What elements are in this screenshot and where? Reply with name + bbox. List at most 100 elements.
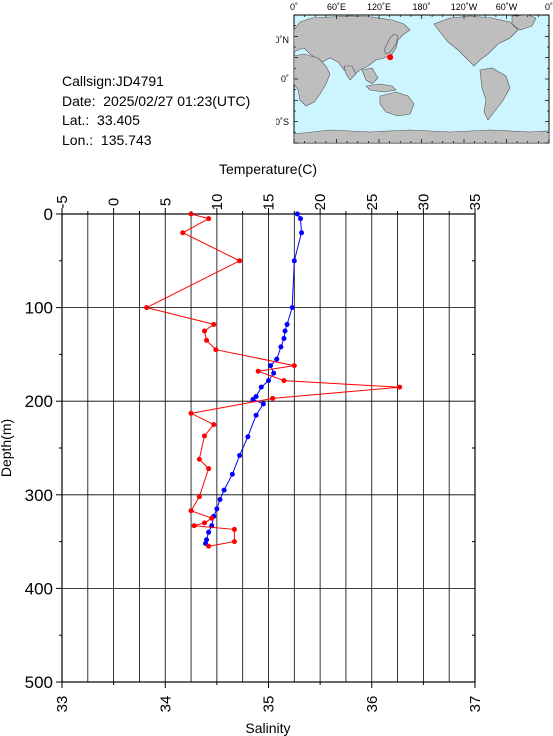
salinity-point (180, 230, 186, 236)
depth-tick-label: 300 (25, 486, 53, 505)
salinity-point (206, 543, 212, 549)
map-longitude-label: 0˚ (290, 2, 298, 12)
land-australia (379, 91, 415, 117)
temperature-point (245, 434, 251, 440)
temperature-point (206, 529, 212, 535)
salinity-point (201, 328, 207, 334)
land-eurasia (293, 15, 411, 77)
temperature-tick-label: 20 (312, 194, 329, 211)
temperature-point (266, 378, 271, 384)
temperature-point (217, 496, 223, 502)
salinity-axis-label: Salinity (245, 720, 290, 736)
salinity-point (206, 466, 212, 472)
temperature-point (298, 216, 304, 222)
map-longitude-label: 120˚E (367, 2, 391, 12)
salinity-point (281, 378, 287, 384)
temperature-point (253, 412, 259, 418)
salinity-point (255, 368, 261, 374)
map-land (293, 14, 550, 144)
temperature-point (299, 230, 305, 236)
salinity-point (211, 422, 217, 428)
temperature-tick-label: 35 (467, 194, 484, 211)
salinity-point (188, 211, 194, 217)
salinity-point (237, 258, 243, 264)
map-top-labels: 0˚ 60˚E 120˚E 180˚ 120˚W 60˚W 0˚ (290, 2, 553, 12)
salinity-point (144, 305, 150, 311)
left-axis-ticks: 0 100 200 300 400 500 (25, 205, 475, 692)
temperature-point (214, 506, 220, 512)
salinity-point (397, 384, 403, 390)
salinity-point (213, 347, 219, 353)
temperature-point (281, 335, 287, 341)
callsign-text: Callsign:JD4791 (62, 73, 164, 89)
salinity-point (206, 216, 212, 222)
top-axis-ticks: -5 0 5 10 15 20 25 30 35 (54, 194, 484, 214)
salinity-point (196, 494, 202, 500)
station-info: Callsign:JD4791 Date: 2025/02/27 01:23(U… (62, 72, 250, 150)
series-salinity (144, 211, 403, 549)
latitude-row: Lat.: 33.405 (62, 111, 250, 131)
temperature-point (237, 452, 243, 458)
temperature-point (268, 363, 274, 369)
temperature-point (274, 356, 280, 362)
salinity-point (188, 410, 194, 416)
series-temperature (203, 211, 305, 546)
map-longitude-label: 60˚W (496, 2, 518, 12)
longitude-value: 135.743 (100, 131, 152, 148)
salinity-tick-label: 34 (157, 696, 174, 713)
temperature-tick-label: 25 (364, 194, 381, 211)
temperature-tick-label: 30 (415, 194, 432, 211)
salinity-point (196, 456, 202, 462)
salinity-tick-label: 37 (467, 696, 484, 713)
temperature-point (250, 396, 256, 402)
station-marker (387, 54, 394, 61)
temperature-point (291, 258, 297, 264)
grid-lines (62, 214, 475, 682)
bottom-axis-ticks: 33 34 35 36 37 (54, 682, 484, 712)
salinity-point (204, 337, 210, 343)
temperature-point (271, 370, 277, 376)
temperature-point (260, 401, 266, 407)
temperature-line (205, 213, 303, 544)
temperature-point (282, 328, 288, 334)
land-southeast-asia (361, 67, 379, 85)
salinity-point (270, 395, 276, 401)
temperature-point (294, 211, 300, 217)
world-map: 0˚ 60˚E 120˚E 180˚ 120˚W 60˚W 0˚ 60˚N 0˚ 60˚S (276, 2, 553, 144)
salinity-point (209, 515, 215, 521)
salinity-tick-label: 35 (261, 696, 278, 713)
depth-axis-label: Depth(m) (0, 419, 14, 477)
temperature-point (221, 487, 227, 493)
land-south-america (479, 67, 511, 121)
latitude-label: Lat.: (62, 112, 90, 128)
temperature-tick-label: 15 (261, 194, 278, 211)
depth-tick-label: 100 (25, 299, 53, 318)
date-text: Date: 2025/02/27 01:23(UTC) (62, 92, 251, 109)
depth-tick-label: 0 (44, 205, 53, 224)
land-indonesia (365, 83, 397, 93)
map-longitude-label: 0˚ (545, 2, 553, 12)
longitude-row: Lon.: 135.743 (62, 131, 250, 151)
map-frame-ticks (293, 14, 550, 144)
temperature-tick-label: -5 (54, 195, 71, 208)
map-lat-labels: 60˚N 0˚ 60˚S (276, 35, 289, 127)
temperature-tick-label: 5 (157, 198, 174, 206)
map-latitude-label: 60˚N (276, 35, 289, 45)
temperature-tick-label: 10 (209, 194, 226, 211)
depth-tick-label: 200 (25, 392, 53, 411)
depth-tick-label: 500 (25, 673, 53, 692)
salinity-tick-label: 36 (364, 696, 381, 713)
temperature-tick-label: 0 (106, 198, 123, 206)
salinity-point (201, 433, 207, 439)
salinity-point (231, 539, 237, 545)
salinity-point (201, 520, 207, 526)
salinity-point (211, 321, 217, 327)
depth-tick-label: 400 (25, 579, 53, 598)
land-japan (383, 33, 399, 55)
land-india (343, 65, 357, 81)
temperature-point (278, 344, 284, 350)
land-north-america (433, 15, 519, 67)
map-longitude-label: 180˚ (412, 2, 430, 12)
plot-frame (61, 213, 476, 683)
temperature-axis-label: Temperature(C) (219, 161, 317, 177)
